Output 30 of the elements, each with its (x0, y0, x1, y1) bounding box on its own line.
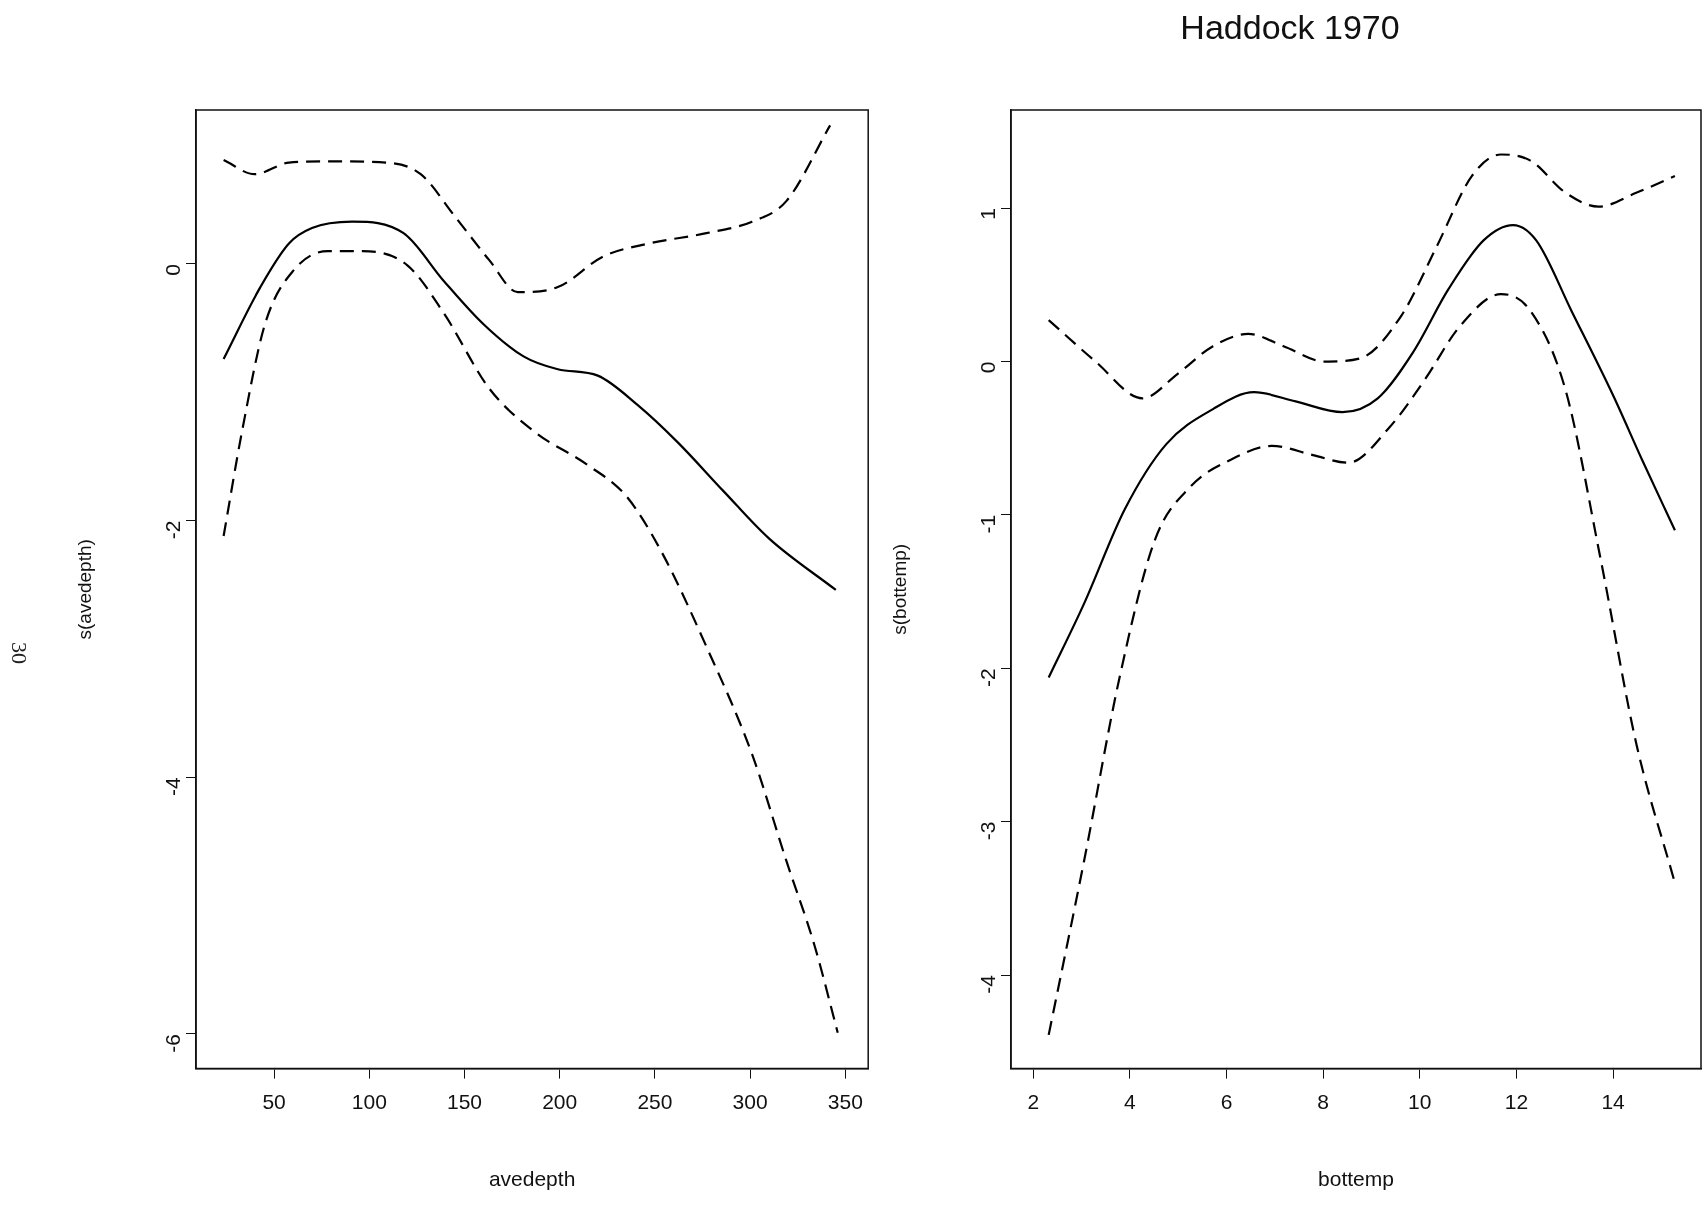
x-tick-label: 10 (1408, 1090, 1432, 1113)
y-tick-label: 0 (160, 263, 184, 276)
y-tick-label: -2 (975, 668, 999, 687)
x-tick-label: 6 (1220, 1090, 1233, 1113)
x-tick-label: 4 (1124, 1090, 1137, 1113)
y-tick-label: -4 (975, 974, 999, 994)
y-tick-label: -6 (160, 1033, 184, 1053)
y-tick-label: -2 (160, 520, 184, 540)
y-tick-label: 0 (975, 361, 999, 374)
x-tick-label: 50 (262, 1090, 286, 1113)
x-tick-label: 150 (446, 1090, 483, 1113)
y-axis-title: s(bottemp) (888, 543, 910, 635)
x-tick-label: 300 (732, 1090, 768, 1113)
x-tick-label: 200 (542, 1090, 578, 1113)
y-tick-label: -4 (160, 776, 184, 796)
y-axis-title: s(avedepth) (73, 539, 95, 640)
x-axis-title: avedepth (488, 1167, 576, 1191)
x-tick-label: 250 (637, 1090, 673, 1113)
x-tick-label: 350 (827, 1090, 863, 1113)
x-axis-title: bottemp (1318, 1167, 1394, 1191)
x-tick-label: 100 (351, 1090, 387, 1113)
x-tick-label: 14 (1601, 1090, 1626, 1113)
y-tick-label: -3 (975, 821, 999, 841)
x-tick-label: 12 (1504, 1090, 1529, 1113)
y-tick-label: 1 (975, 208, 999, 220)
text: 30 (6, 642, 32, 664)
x-tick-label: 8 (1317, 1090, 1329, 1113)
y-tick-label: -1 (975, 514, 999, 534)
x-tick-label: 2 (1027, 1090, 1040, 1113)
chart-title: Haddock 1970 (1179, 8, 1401, 47)
